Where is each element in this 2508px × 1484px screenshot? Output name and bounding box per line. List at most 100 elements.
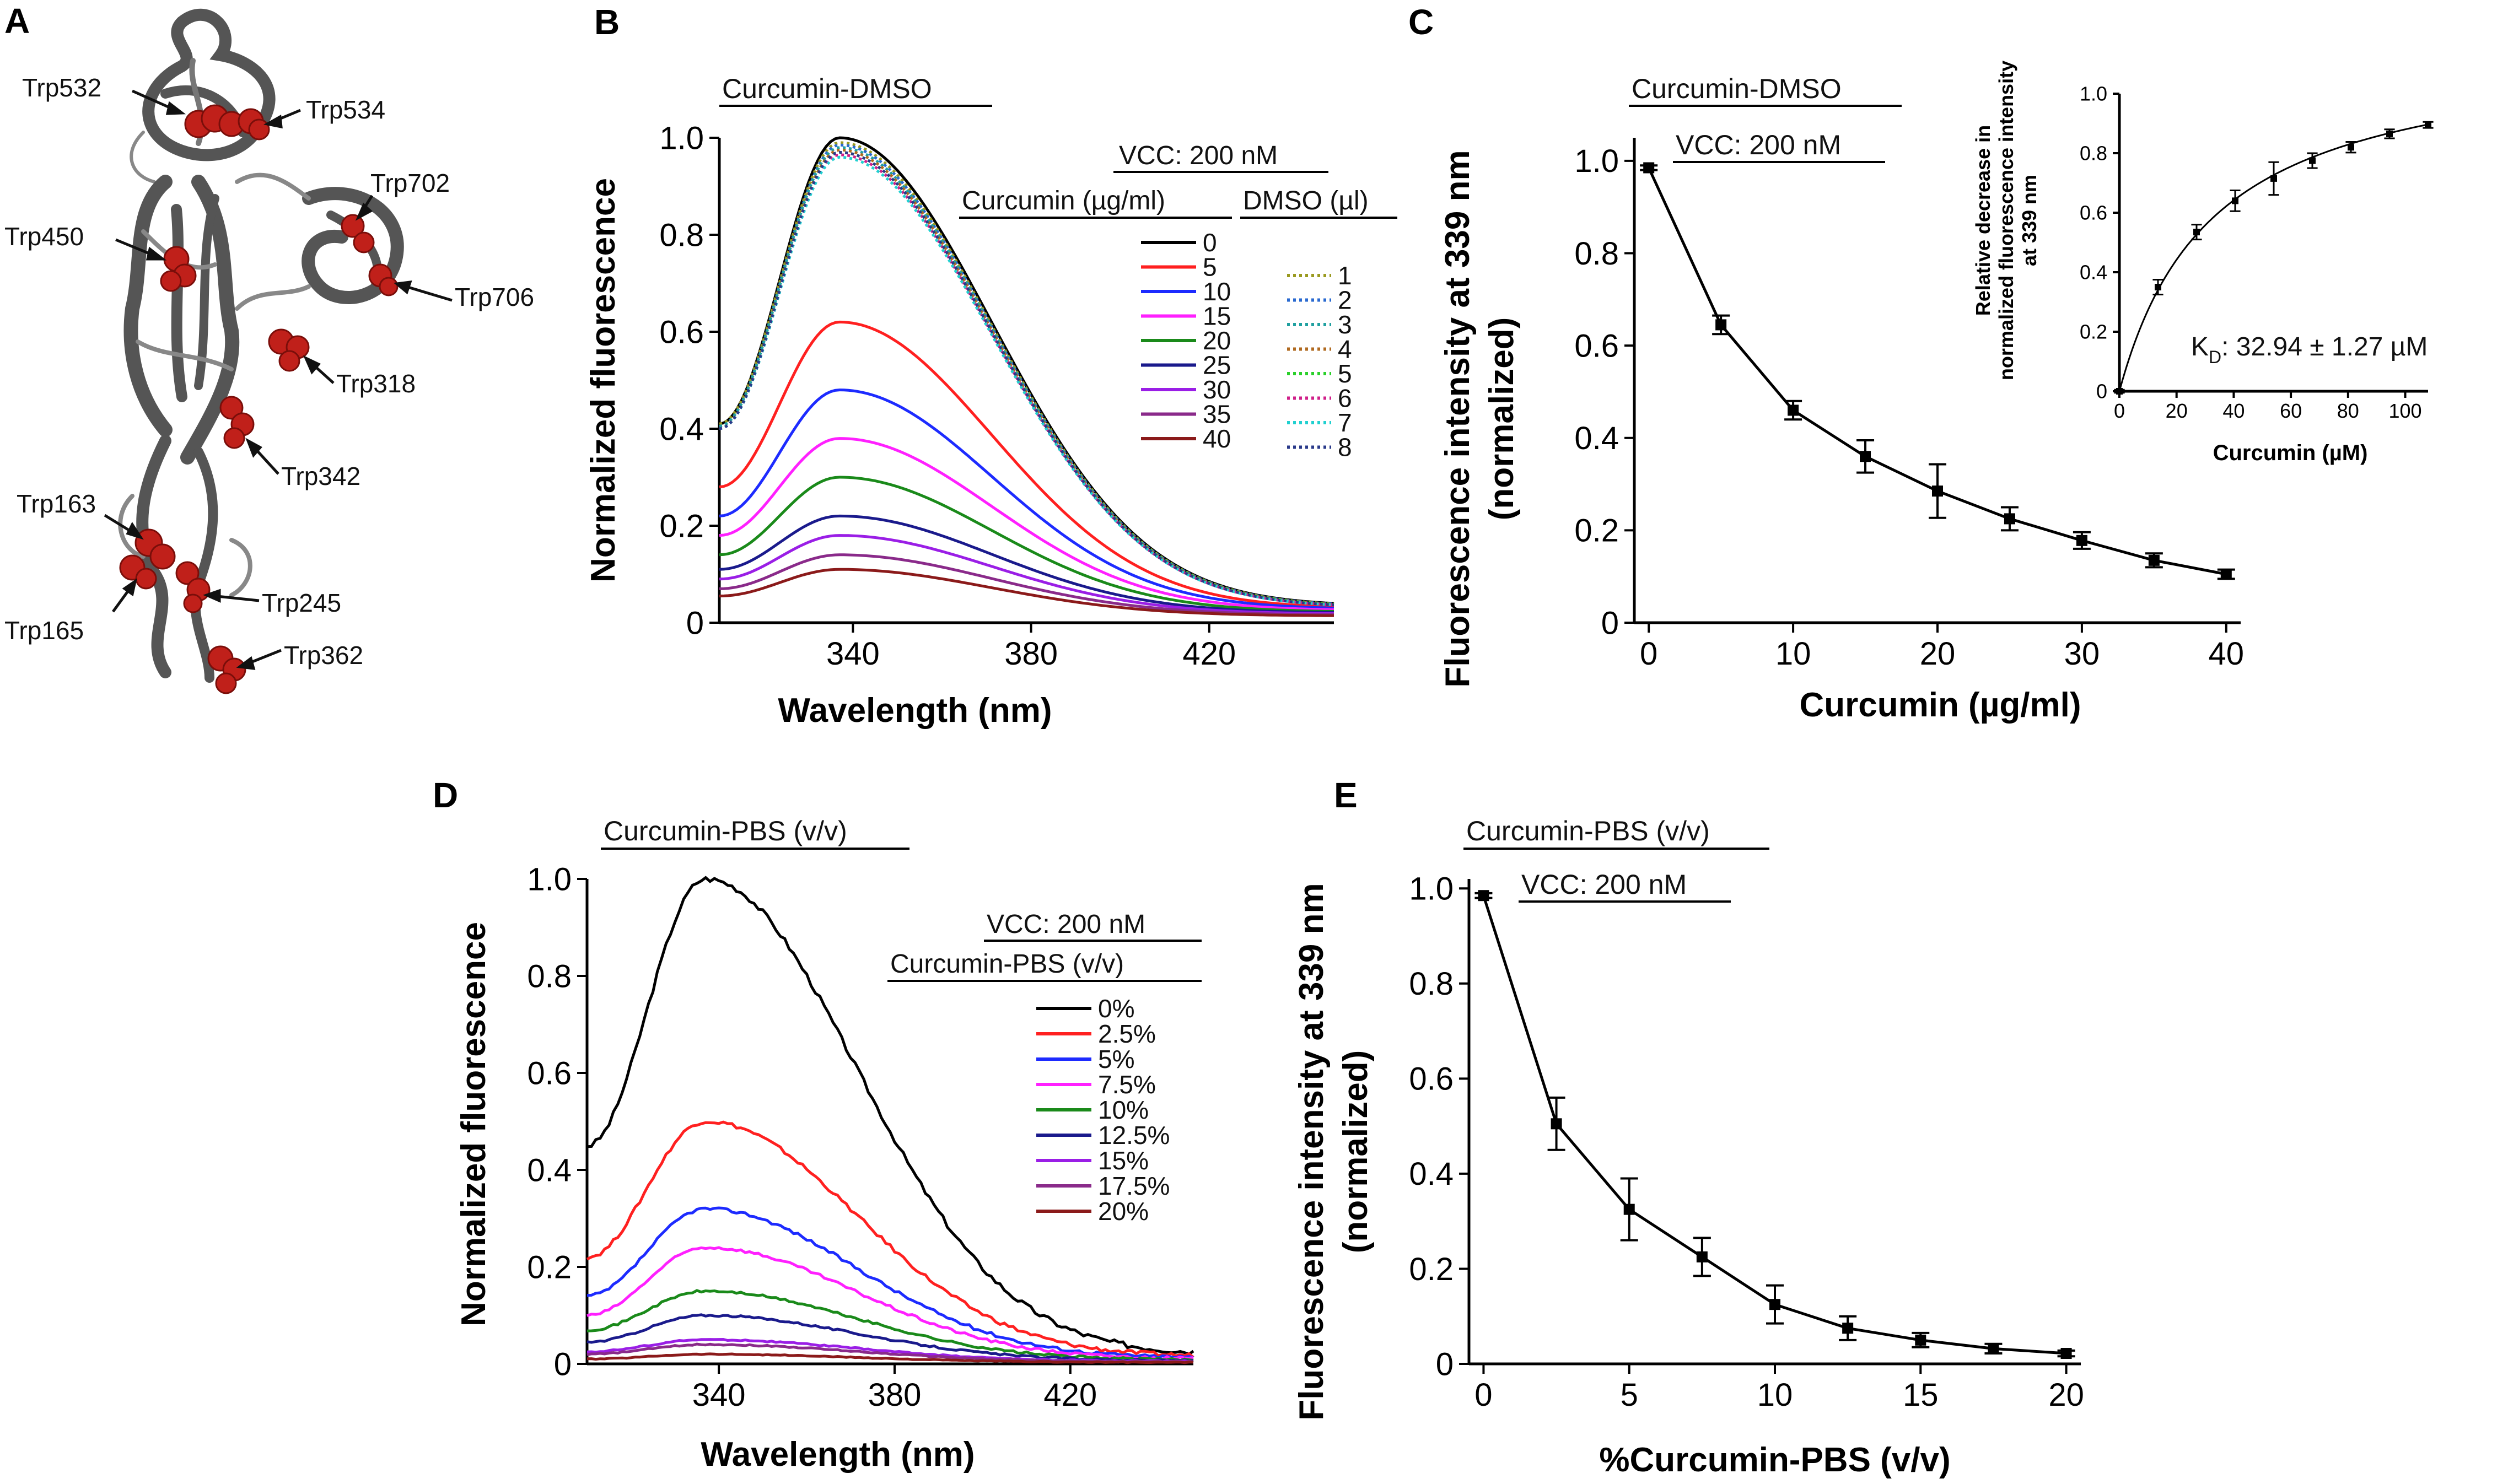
- data-point: [2193, 229, 2200, 236]
- panel-b-x-label: Wavelength (nm): [778, 692, 1052, 730]
- data-point: [1932, 485, 1943, 497]
- data-point: [2232, 197, 2238, 204]
- x-tick-label: 100: [2388, 400, 2421, 422]
- legend-label: 12.5%: [1098, 1121, 1170, 1150]
- trp-label: Trp702: [370, 169, 450, 197]
- data-point: [1915, 1334, 1926, 1346]
- legend-label: 5: [1203, 253, 1217, 282]
- legend-label: 17.5%: [1098, 1172, 1170, 1200]
- data-point: [1715, 319, 1727, 331]
- y-tick-label: 0.6: [1409, 1061, 1454, 1097]
- panel-c-inset-x-label: Curcumin (µM): [2213, 441, 2368, 465]
- panel-b: B Curcumin-DMSO 340 380 42000.20.40.60.81.…: [584, 2, 1397, 730]
- spectrum-series-line: [719, 437, 1334, 611]
- panel-b-legend-col1-title: Curcumin (µg/ml): [962, 186, 1165, 215]
- legend-label: 1: [1338, 261, 1352, 290]
- panel-c-title: Curcumin-DMSO: [1632, 73, 1842, 104]
- x-tick-label: 20: [1920, 636, 1956, 672]
- legend-label: 20: [1203, 326, 1231, 355]
- x-tick-label: 380: [1004, 636, 1058, 672]
- legend-label: 15: [1203, 302, 1231, 331]
- data-point: [1643, 162, 1655, 174]
- y-tick-label: 1.0: [1574, 143, 1619, 179]
- x-tick-label: 420: [1182, 636, 1236, 672]
- trp-label: Trp706: [455, 283, 534, 311]
- spectrum-series-line: [719, 146, 1334, 606]
- panel-d-title: Curcumin-PBS (v/v): [604, 816, 847, 846]
- y-tick-label: 0.6: [659, 314, 704, 350]
- trp-label: Trp534: [306, 95, 385, 124]
- x-tick-label: 30: [2064, 636, 2100, 672]
- y-tick-label: 0.6: [1574, 328, 1619, 364]
- panel-a: A: [4, 1, 534, 694]
- panel-d-legend-entries: 0%2.5%5%7.5%10%12.5%15%17.5%20%: [1036, 994, 1170, 1226]
- data-point: [2004, 513, 2015, 525]
- data-point: [1551, 1118, 1562, 1130]
- kd-subscript: D: [2209, 347, 2221, 367]
- panel-c-plot: 0 10 20 30 40 0 0.2 0.4 0.6 0.8 1.0: [1574, 138, 2244, 672]
- panel-a-letter: A: [4, 1, 30, 41]
- y-tick-label: 0.8: [659, 217, 704, 253]
- panel-c-subtitle: VCC: 200 nM: [1676, 129, 1841, 160]
- trp-labels: Trp532 Trp534 Trp702 Trp450 Trp706 Trp31…: [4, 73, 534, 670]
- x-tick-label: 15: [1903, 1377, 1939, 1413]
- inset-kd-annotation: KD: 32.94 ± 1.27 µM: [2191, 332, 2428, 367]
- y-tick-label: 0.6: [527, 1055, 572, 1091]
- data-point: [2425, 121, 2431, 128]
- legend-label: 0: [1203, 228, 1217, 257]
- panel-d: D Curcumin-PBS (v/v) 340 380 420 0 0.2 0.4 0.6…: [433, 775, 1202, 1474]
- data-point: [2270, 175, 2277, 182]
- spectrum-series-line: [719, 514, 1334, 614]
- legend-label: 5%: [1098, 1045, 1134, 1073]
- data-point: [2309, 157, 2316, 164]
- trp-label: Trp362: [284, 641, 363, 670]
- x-tick-label: 0: [1640, 636, 1657, 672]
- panel-c-x-label: Curcumin (µg/ml): [1799, 686, 2081, 724]
- panel-b-plot: 340 380 420 0 0.2 0.4 0.6 0.8 1.0: [659, 120, 1334, 672]
- x-tick-label: 10: [1757, 1377, 1793, 1413]
- inset-y-label-line3: at 339 nm: [2018, 175, 2041, 266]
- spectrum-series-line: [719, 153, 1334, 607]
- legend-label: 35: [1203, 400, 1231, 429]
- panel-b-legend-col2-title: DMSO (µl): [1243, 186, 1369, 215]
- legend-label: 6: [1338, 384, 1352, 413]
- data-point: [1842, 1323, 1854, 1334]
- y-tick-label: 0: [1601, 605, 1619, 641]
- y-tick-label: 0: [554, 1346, 572, 1382]
- legend-label: 5: [1338, 359, 1352, 388]
- spectrum-series-line: [719, 553, 1334, 616]
- y-tick-label: 1.0: [527, 861, 572, 897]
- y-tick-label: 0.2: [1409, 1251, 1454, 1287]
- panel-d-legend: VCC: 200 nM Curcumin-PBS (v/v) 0%2.5%5%7…: [887, 910, 1202, 1226]
- data-point: [1988, 1343, 1999, 1355]
- tryptophan-residues: [119, 104, 399, 694]
- panel-b-legend-header: VCC: 200 nM: [1119, 141, 1278, 170]
- spectrum-series-line: [719, 155, 1334, 607]
- legend-label: 7.5%: [1098, 1070, 1156, 1099]
- y-tick-label: 0.4: [2080, 261, 2107, 284]
- legend-label: 0%: [1098, 994, 1134, 1023]
- x-tick-label: 20: [2166, 400, 2188, 422]
- panel-e: E Curcumin-PBS (v/v) VCC: 200 nM 0 5 10 15 2…: [1293, 775, 2084, 1479]
- data-point: [1788, 404, 1799, 416]
- data-point: [1769, 1299, 1780, 1310]
- y-tick-label: 0: [2096, 380, 2107, 403]
- data-point: [1696, 1251, 1708, 1262]
- spectrum-series-line: [586, 1206, 1194, 1359]
- x-tick-label: 420: [1043, 1377, 1097, 1413]
- y-tick-label: 1.0: [2080, 83, 2107, 105]
- x-tick-label: 10: [1775, 636, 1811, 672]
- y-tick-label: 0.4: [659, 411, 704, 447]
- y-tick-label: 0.2: [1574, 513, 1619, 549]
- panel-c: C Curcumin-DMSO VCC: 200 nM 0 10 20 30 40 0 0.…: [1408, 2, 2434, 724]
- data-point: [2076, 535, 2087, 546]
- y-tick-label: 0.8: [1409, 966, 1454, 1002]
- panel-d-x-label: Wavelength (nm): [701, 1436, 975, 1474]
- x-tick-label: 0: [1474, 1377, 1492, 1413]
- panel-c-letter: C: [1408, 2, 1434, 42]
- panel-e-y-label-line1: Fluorescence intensity at 339 nm: [1293, 883, 1331, 1420]
- data-point: [2386, 130, 2393, 137]
- panel-b-letter: B: [594, 2, 620, 42]
- trp-label: Trp450: [4, 222, 84, 251]
